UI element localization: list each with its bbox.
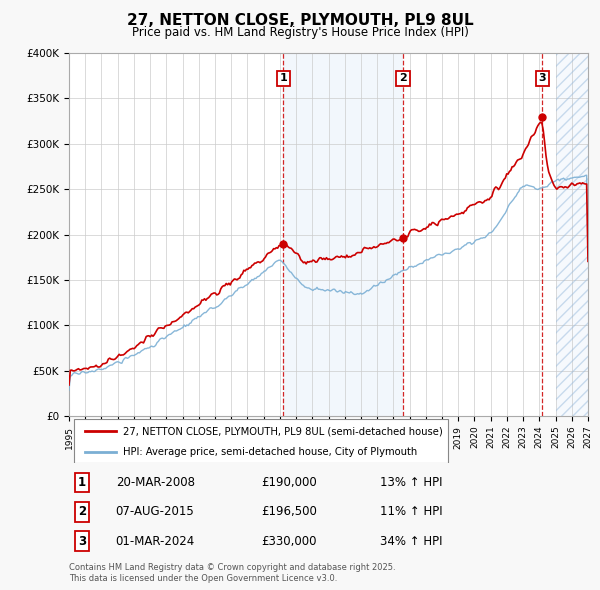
Text: £196,500: £196,500: [261, 505, 317, 519]
Text: Price paid vs. HM Land Registry's House Price Index (HPI): Price paid vs. HM Land Registry's House …: [131, 26, 469, 39]
Text: £190,000: £190,000: [261, 476, 317, 489]
Text: 07-AUG-2015: 07-AUG-2015: [116, 505, 194, 519]
Text: 1: 1: [78, 476, 86, 489]
Text: 3: 3: [538, 74, 546, 84]
Text: Contains HM Land Registry data © Crown copyright and database right 2025.
This d: Contains HM Land Registry data © Crown c…: [69, 563, 395, 583]
Bar: [556, 53, 588, 416]
Text: HPI: Average price, semi-detached house, City of Plymouth: HPI: Average price, semi-detached house,…: [124, 447, 418, 457]
Text: 11% ↑ HPI: 11% ↑ HPI: [380, 505, 443, 519]
Text: 1: 1: [280, 74, 287, 84]
Text: 3: 3: [78, 535, 86, 548]
Text: 2: 2: [78, 505, 86, 519]
Text: 27, NETTON CLOSE, PLYMOUTH, PL9 8UL: 27, NETTON CLOSE, PLYMOUTH, PL9 8UL: [127, 13, 473, 28]
Text: £330,000: £330,000: [261, 535, 317, 548]
Text: 34% ↑ HPI: 34% ↑ HPI: [380, 535, 443, 548]
FancyBboxPatch shape: [74, 419, 448, 463]
Text: 20-MAR-2008: 20-MAR-2008: [116, 476, 195, 489]
Text: 27, NETTON CLOSE, PLYMOUTH, PL9 8UL (semi-detached house): 27, NETTON CLOSE, PLYMOUTH, PL9 8UL (sem…: [124, 427, 443, 436]
Text: 01-MAR-2024: 01-MAR-2024: [116, 535, 195, 548]
Text: 13% ↑ HPI: 13% ↑ HPI: [380, 476, 443, 489]
Text: 2: 2: [399, 74, 407, 84]
Bar: [556, 53, 588, 416]
Bar: [283, 53, 403, 416]
